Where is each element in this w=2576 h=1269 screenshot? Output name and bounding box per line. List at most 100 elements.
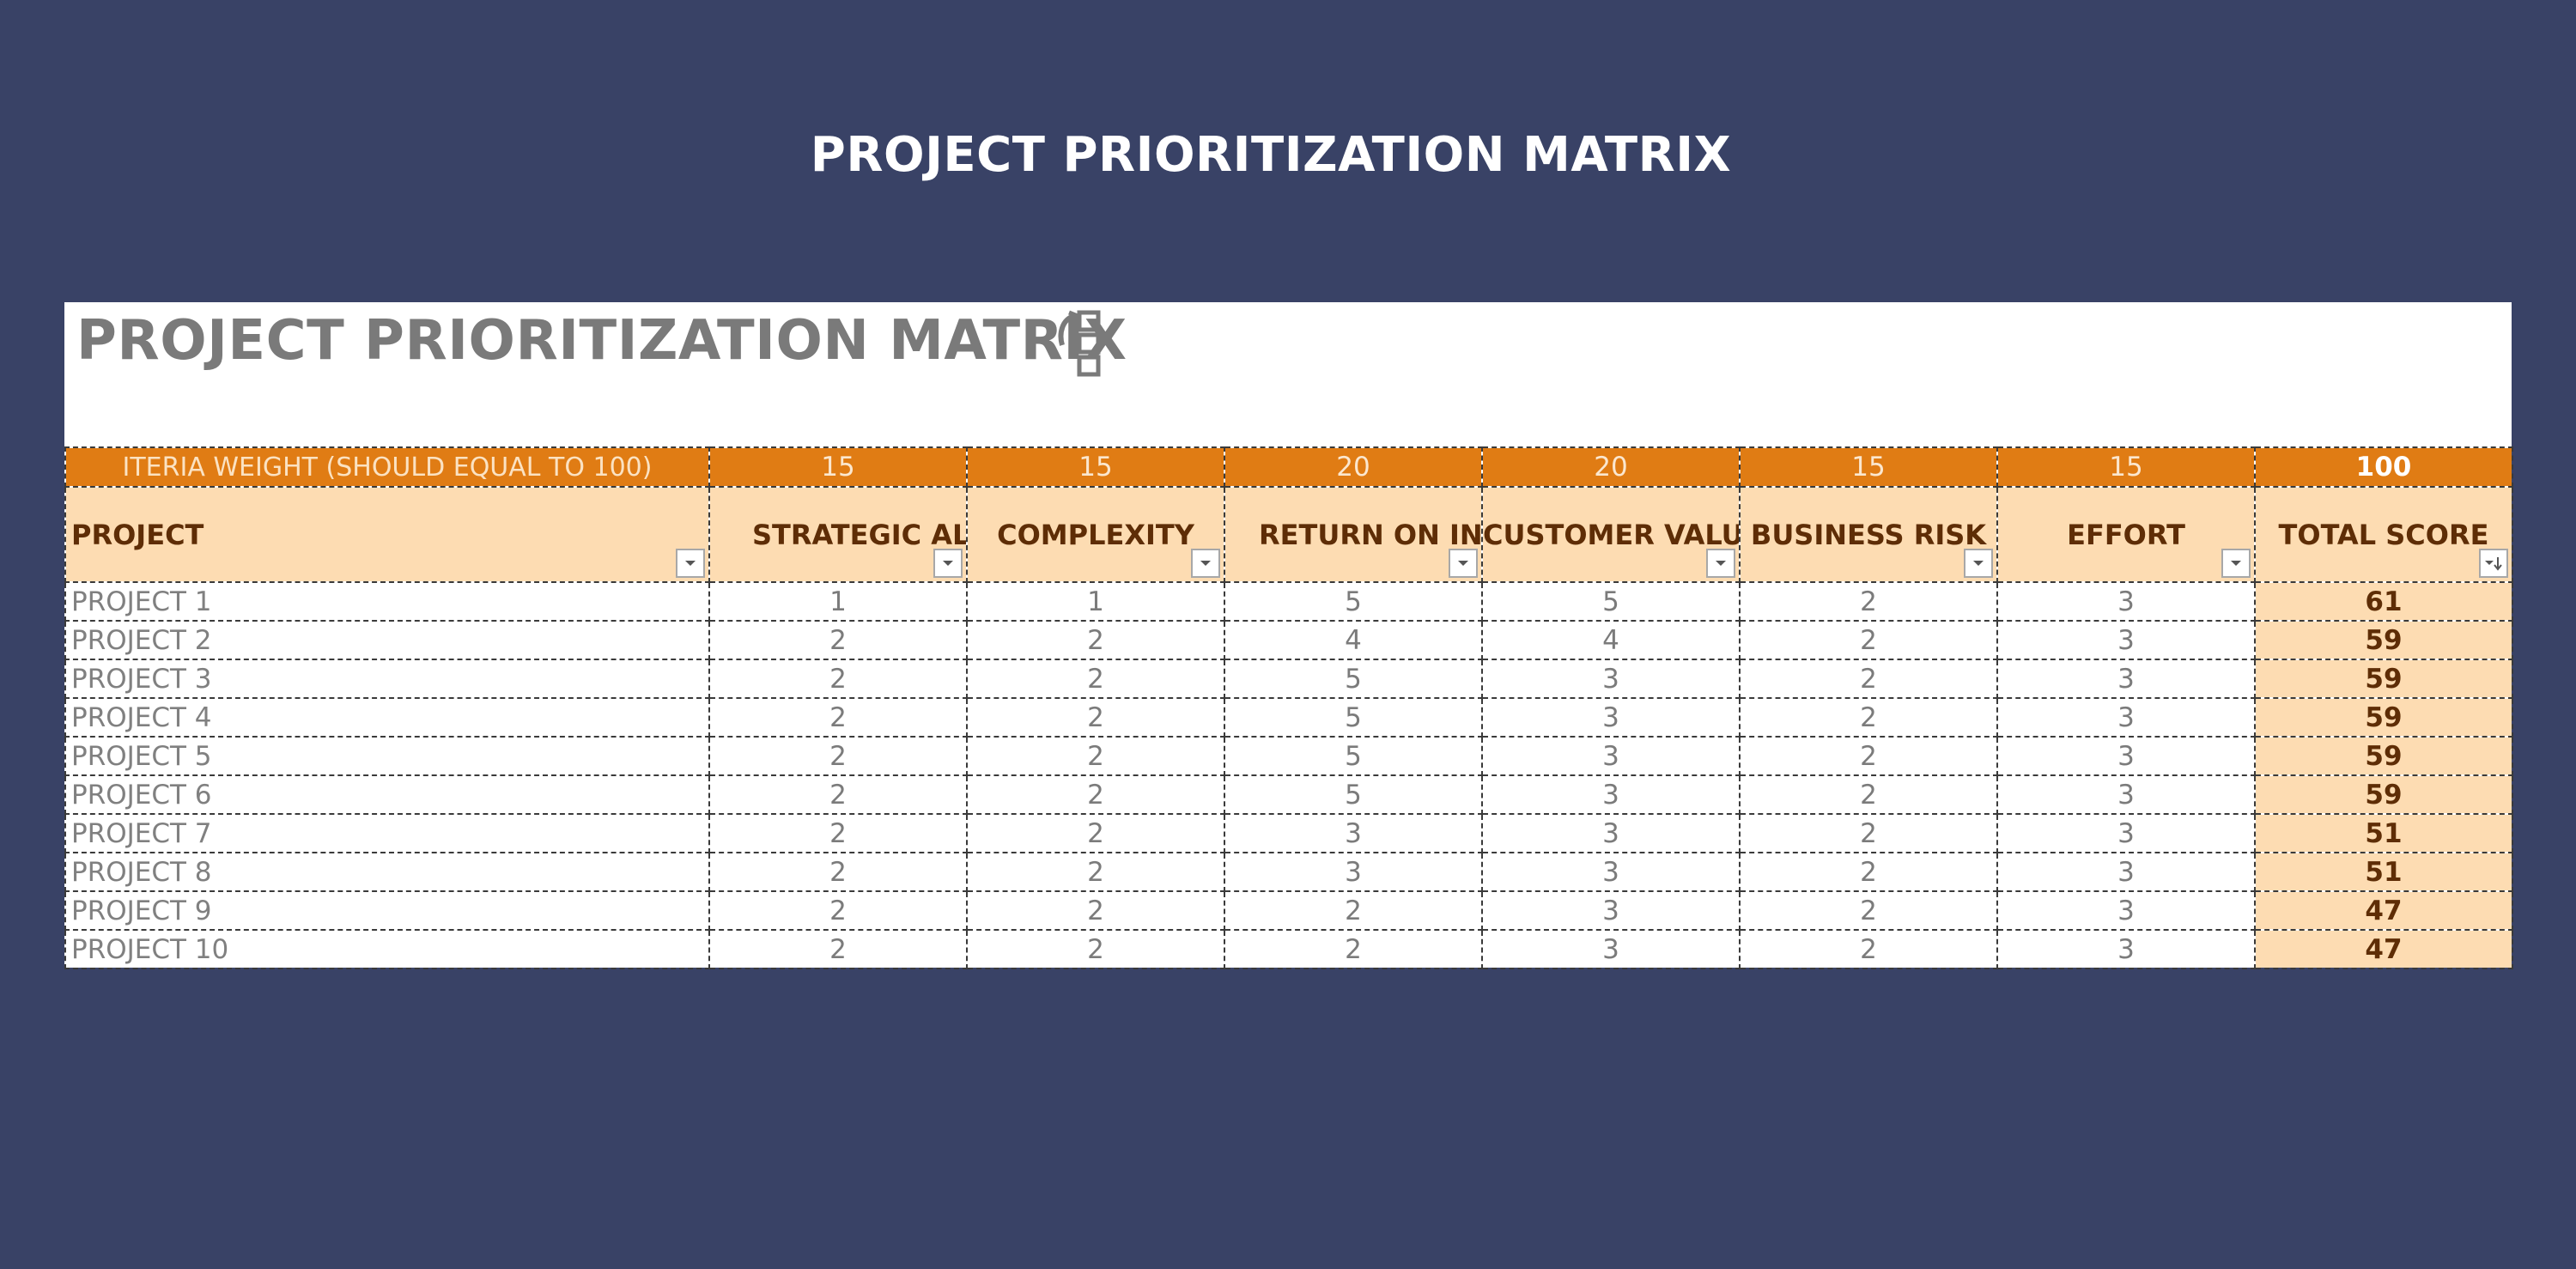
- total-score-cell[interactable]: 51: [2254, 813, 2513, 853]
- filter-button[interactable]: [933, 549, 963, 578]
- column-header-project[interactable]: PROJECT: [64, 486, 710, 583]
- score-cell[interactable]: 2: [966, 697, 1225, 738]
- score-cell[interactable]: 3: [1224, 852, 1483, 892]
- score-cell[interactable]: 3: [1996, 581, 2256, 622]
- score-cell[interactable]: 3: [1996, 890, 2256, 931]
- score-cell[interactable]: 2: [1739, 697, 1998, 738]
- score-cell[interactable]: 2: [1739, 852, 1998, 892]
- score-cell[interactable]: 2: [966, 620, 1225, 660]
- total-score-cell[interactable]: 59: [2254, 697, 2513, 738]
- weight-total-cell[interactable]: 100: [2254, 446, 2513, 488]
- score-cell[interactable]: 3: [1996, 774, 2256, 815]
- score-cell[interactable]: 3: [1481, 890, 1741, 931]
- score-cell[interactable]: 5: [1224, 736, 1483, 776]
- score-cell[interactable]: 2: [1224, 929, 1483, 969]
- score-cell[interactable]: 2: [1224, 890, 1483, 931]
- score-cell[interactable]: 5: [1224, 774, 1483, 815]
- score-cell[interactable]: 2: [1739, 659, 1998, 699]
- score-cell[interactable]: 3: [1224, 813, 1483, 853]
- score-cell[interactable]: 2: [708, 620, 968, 660]
- score-cell[interactable]: 2: [966, 929, 1225, 969]
- score-cell[interactable]: 4: [1224, 620, 1483, 660]
- project-name-cell[interactable]: PROJECT 1: [64, 581, 710, 622]
- score-cell[interactable]: 3: [1996, 813, 2256, 853]
- score-cell[interactable]: 5: [1224, 581, 1483, 622]
- weight-cell[interactable]: 15: [1996, 446, 2256, 488]
- score-cell[interactable]: 3: [1481, 813, 1741, 853]
- filter-button[interactable]: [1191, 549, 1220, 578]
- score-cell[interactable]: 3: [1481, 774, 1741, 815]
- project-name-cell[interactable]: PROJECT 10: [64, 929, 710, 969]
- total-score-cell[interactable]: 59: [2254, 659, 2513, 699]
- total-score-cell[interactable]: 59: [2254, 620, 2513, 660]
- column-header-strategic-alignment[interactable]: STRATEGIC ALIGNMENT: [708, 486, 968, 583]
- weight-cell[interactable]: 20: [1481, 446, 1741, 488]
- score-cell[interactable]: 4: [1481, 620, 1741, 660]
- column-header-customer-value[interactable]: CUSTOMER VALUE: [1481, 486, 1741, 583]
- project-name-cell[interactable]: PROJECT 3: [64, 659, 710, 699]
- project-name-cell[interactable]: PROJECT 8: [64, 852, 710, 892]
- score-cell[interactable]: 3: [1996, 697, 2256, 738]
- score-cell[interactable]: 3: [1481, 659, 1741, 699]
- score-cell[interactable]: 2: [1739, 929, 1998, 969]
- weight-cell[interactable]: 15: [966, 446, 1225, 488]
- total-score-cell[interactable]: 59: [2254, 736, 2513, 776]
- filter-button[interactable]: [676, 549, 705, 578]
- project-name-cell[interactable]: PROJECT 5: [64, 736, 710, 776]
- total-score-cell[interactable]: 61: [2254, 581, 2513, 622]
- score-cell[interactable]: 5: [1224, 697, 1483, 738]
- score-cell[interactable]: 2: [708, 736, 968, 776]
- score-cell[interactable]: 1: [708, 581, 968, 622]
- score-cell[interactable]: 2: [1739, 813, 1998, 853]
- score-cell[interactable]: 2: [1739, 581, 1998, 622]
- score-cell[interactable]: 2: [708, 890, 968, 931]
- column-header-business-risk[interactable]: BUSINESS RISK: [1739, 486, 1998, 583]
- score-cell[interactable]: 3: [1481, 852, 1741, 892]
- score-cell[interactable]: 2: [966, 852, 1225, 892]
- column-header-complexity[interactable]: COMPLEXITY: [966, 486, 1225, 583]
- score-cell[interactable]: 3: [1996, 852, 2256, 892]
- score-cell[interactable]: 2: [708, 929, 968, 969]
- score-cell[interactable]: 3: [1996, 929, 2256, 969]
- score-cell[interactable]: 3: [1481, 736, 1741, 776]
- column-header-return-on-investment[interactable]: RETURN ON INVESTMENT: [1224, 486, 1483, 583]
- score-cell[interactable]: 3: [1481, 929, 1741, 969]
- filter-button[interactable]: [2221, 549, 2251, 578]
- weight-cell[interactable]: 15: [1739, 446, 1998, 488]
- score-cell[interactable]: 2: [708, 774, 968, 815]
- score-cell[interactable]: 2: [966, 736, 1225, 776]
- column-header-effort[interactable]: EFFORT: [1996, 486, 2256, 583]
- weight-cell[interactable]: 15: [708, 446, 968, 488]
- score-cell[interactable]: 3: [1996, 620, 2256, 660]
- project-name-cell[interactable]: PROJECT 4: [64, 697, 710, 738]
- score-cell[interactable]: 3: [1996, 659, 2256, 699]
- score-cell[interactable]: 1: [966, 581, 1225, 622]
- total-score-cell[interactable]: 51: [2254, 852, 2513, 892]
- score-cell[interactable]: 2: [1739, 890, 1998, 931]
- project-name-cell[interactable]: PROJECT 6: [64, 774, 710, 815]
- total-score-cell[interactable]: 47: [2254, 890, 2513, 931]
- score-cell[interactable]: 3: [1481, 697, 1741, 738]
- score-cell[interactable]: 2: [1739, 736, 1998, 776]
- score-cell[interactable]: 2: [966, 659, 1225, 699]
- score-cell[interactable]: 2: [708, 813, 968, 853]
- total-score-cell[interactable]: 59: [2254, 774, 2513, 815]
- filter-button[interactable]: [1706, 549, 1735, 578]
- project-name-cell[interactable]: PROJECT 2: [64, 620, 710, 660]
- project-name-cell[interactable]: PROJECT 9: [64, 890, 710, 931]
- weight-label[interactable]: ITERIA WEIGHT (SHOULD EQUAL TO 100): [64, 446, 710, 488]
- score-cell[interactable]: 5: [1224, 659, 1483, 699]
- score-cell[interactable]: 2: [966, 813, 1225, 853]
- total-score-cell[interactable]: 47: [2254, 929, 2513, 969]
- filter-button[interactable]: [1964, 549, 1993, 578]
- score-cell[interactable]: 2: [1739, 774, 1998, 815]
- weight-cell[interactable]: 20: [1224, 446, 1483, 488]
- score-cell[interactable]: 2: [708, 697, 968, 738]
- project-name-cell[interactable]: PROJECT 7: [64, 813, 710, 853]
- sort-button[interactable]: [2479, 549, 2508, 578]
- column-header-total-score[interactable]: TOTAL SCORE: [2254, 486, 2513, 583]
- score-cell[interactable]: 5: [1481, 581, 1741, 622]
- score-cell[interactable]: 2: [708, 659, 968, 699]
- score-cell[interactable]: 3: [1996, 736, 2256, 776]
- filter-button[interactable]: [1449, 549, 1478, 578]
